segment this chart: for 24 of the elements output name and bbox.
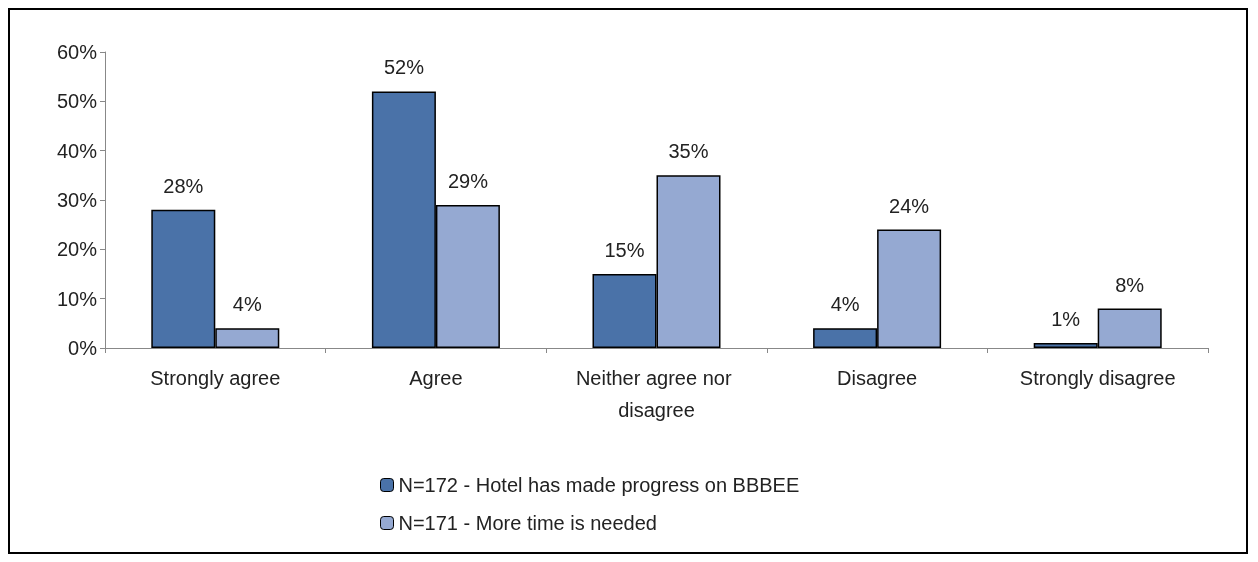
x-tick-label: Disagree [837, 367, 918, 389]
x-tick-label: Neither agree nor disagree [575, 367, 738, 421]
data-label: 24% [889, 194, 930, 217]
y-tick-label: 60% [56, 41, 98, 63]
y-tick-label: 50% [56, 90, 98, 113]
data-label: 4% [830, 293, 860, 316]
y-tick-label: 10% [56, 287, 98, 310]
data-label: 4% [232, 293, 262, 316]
legend-label: N=171 - More time is needed [398, 512, 657, 534]
y-tick-label: 30% [56, 189, 98, 211]
x-tick-label: Strongly agree [150, 367, 281, 389]
data-label: 1% [1051, 308, 1081, 331]
y-tick-label: 40% [56, 139, 98, 162]
y-tick-label: 0% [68, 337, 98, 359]
data-label: 29% [447, 169, 489, 192]
legend-label: N=172 - Hotel has made progress on BBBEE [398, 474, 800, 496]
y-tick-label: 20% [56, 238, 98, 261]
data-label: 8% [1115, 273, 1145, 296]
data-label: 35% [668, 140, 709, 163]
data-label: 28% [163, 174, 204, 197]
data-label: 52% [383, 56, 425, 79]
x-tick-label: Agree [409, 367, 463, 389]
x-tick-label: Strongly disagree [1019, 367, 1176, 389]
data-label: 15% [604, 239, 645, 261]
